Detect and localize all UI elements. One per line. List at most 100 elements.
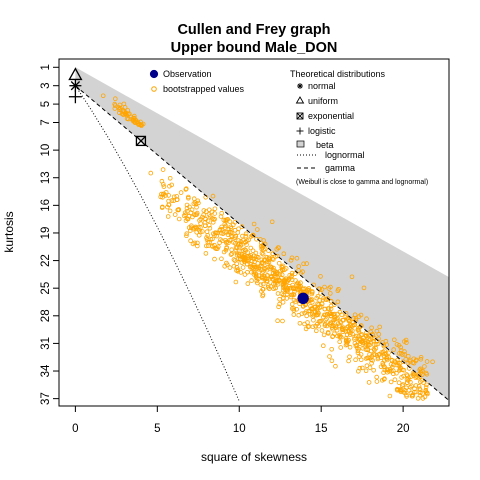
- bootstrap-point: [267, 255, 272, 261]
- x-tick-label: 20: [397, 423, 410, 435]
- bootstrap-point: [333, 363, 338, 369]
- bootstrap-point: [276, 304, 281, 310]
- y-tick-label: 37: [40, 392, 52, 405]
- bootstrap-point: [402, 349, 407, 354]
- bootstrap-point: [330, 334, 335, 340]
- legend-theoretical-title: Theoretical distributions: [290, 69, 386, 79]
- bootstrap-point: [359, 365, 365, 371]
- bootstrap-point: [310, 324, 316, 330]
- bootstrap-point: [290, 292, 296, 297]
- bootstrap-point: [183, 187, 189, 192]
- bootstrap-point: [262, 274, 267, 279]
- beta-region: [75, 67, 449, 401]
- bootstrap-point: [259, 260, 265, 266]
- bootstrap-point: [317, 286, 323, 292]
- bootstrap-point: [212, 256, 217, 262]
- bootstrap-point: [338, 345, 344, 350]
- bootstrap-point: [410, 393, 415, 399]
- bootstrap-point: [420, 368, 426, 374]
- bootstrap-point: [217, 227, 223, 232]
- bootstrap-point: [290, 282, 296, 288]
- bootstrap-point: [343, 337, 349, 343]
- bootstrap-point: [221, 249, 227, 255]
- bootstrap-point: [231, 263, 237, 269]
- bootstrap-point: [316, 310, 321, 316]
- bootstrap-point: [327, 310, 333, 316]
- bootstrap-point: [374, 379, 380, 384]
- bootstrap-point: [315, 309, 320, 315]
- bootstrap-point: [309, 299, 315, 305]
- bootstrap-point: [289, 301, 295, 307]
- bootstrap-point: [233, 279, 239, 285]
- bootstrap-point: [319, 328, 325, 333]
- lognormal-line: [74, 85, 240, 402]
- bootstrap-point: [321, 332, 327, 338]
- bootstrap-point: [301, 261, 306, 267]
- bootstrap-point: [305, 320, 310, 325]
- bootstrap-point: [270, 251, 276, 257]
- legend-normal-marker: [297, 83, 303, 89]
- y-tick-label: 5: [40, 101, 52, 107]
- bootstrap-point: [200, 214, 205, 220]
- bootstrap-point: [194, 204, 199, 210]
- bootstrap-point: [376, 331, 382, 337]
- bootstrap-point: [185, 216, 191, 222]
- bootstrap-point: [402, 352, 408, 357]
- bootstrap-point: [355, 327, 361, 333]
- bootstrap-point: [248, 245, 254, 251]
- bootstrap-point: [213, 245, 218, 251]
- bootstrap-point: [404, 380, 410, 385]
- bootstrap-point: [358, 336, 363, 342]
- bootstrap-point: [268, 266, 274, 272]
- bootstrap-point: [328, 306, 334, 312]
- bootstrap-point: [193, 201, 199, 207]
- bootstrap-point: [381, 358, 387, 363]
- bootstrap-point: [275, 291, 281, 296]
- bootstrap-point: [381, 351, 387, 357]
- bootstrap-point: [204, 237, 210, 243]
- bootstrap-point: [294, 306, 299, 312]
- bootstrap-point: [332, 314, 338, 320]
- bootstrap-point: [277, 301, 282, 307]
- bootstrap-point: [275, 318, 280, 324]
- bootstrap-point: [403, 356, 409, 362]
- bootstrap-point: [256, 273, 262, 279]
- bootstrap-point: [357, 365, 363, 371]
- bootstrap-point: [339, 312, 345, 318]
- bootstrap-point: [430, 359, 435, 365]
- bootstrap-point: [320, 343, 326, 349]
- bootstrap-point: [384, 342, 390, 348]
- bootstrap-point: [365, 347, 370, 353]
- bootstrap-point: [194, 210, 200, 216]
- bootstrap-point: [196, 233, 202, 238]
- bootstrap-point: [394, 342, 400, 347]
- bootstrap-point: [363, 368, 369, 374]
- bootstrap-point: [328, 313, 334, 319]
- bootstrap-point: [420, 396, 426, 401]
- bootstrap-point: [189, 225, 194, 231]
- y-tick-label: 22: [40, 254, 52, 267]
- bootstrap-point: [206, 212, 212, 217]
- bootstrap-point: [318, 318, 324, 324]
- bootstrap-point: [273, 285, 278, 291]
- bootstrap-point: [161, 182, 166, 187]
- bootstrap-point: [330, 326, 335, 332]
- bootstrap-point: [182, 210, 188, 216]
- bootstrap-point: [264, 254, 270, 260]
- bootstrap-point: [279, 291, 285, 297]
- x-tick-label: 10: [233, 423, 246, 435]
- bootstrap-point: [287, 272, 293, 278]
- bootstrap-point: [344, 325, 350, 330]
- bootstrap-point: [336, 332, 342, 338]
- bootstrap-point: [304, 261, 310, 266]
- bootstrap-point: [281, 295, 286, 301]
- exponential-point: [135, 135, 147, 147]
- bootstrap-point: [132, 119, 138, 124]
- bootstrap-point: [306, 286, 312, 291]
- bootstrap-point: [174, 194, 180, 199]
- bootstrap-point: [254, 227, 260, 232]
- bootstrap-point: [304, 289, 310, 295]
- bootstrap-point: [201, 208, 207, 213]
- legend-observation-marker: [149, 69, 159, 79]
- bootstrap-point: [313, 323, 318, 329]
